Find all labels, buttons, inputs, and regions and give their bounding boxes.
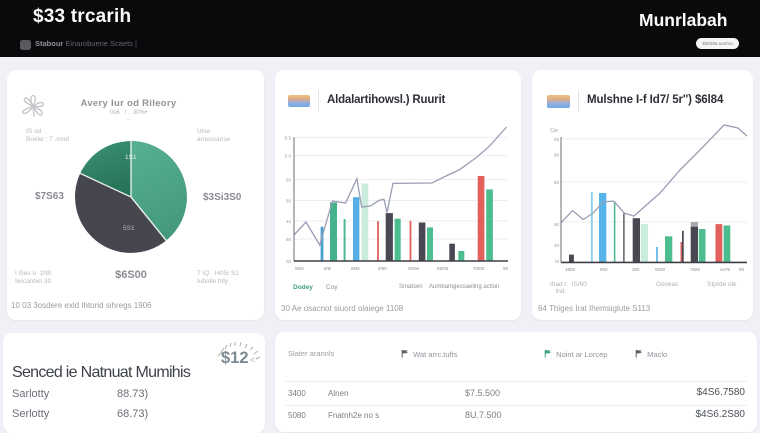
svg-text:55/00: 55/00 bbox=[437, 266, 449, 271]
svg-text:60: 60 bbox=[554, 222, 560, 227]
svg-text:60: 60 bbox=[286, 237, 292, 242]
svg-text:9/5i: 9/5i bbox=[324, 266, 331, 271]
svg-text:06: 06 bbox=[554, 137, 560, 142]
svg-text:40: 40 bbox=[286, 219, 292, 224]
svg-text:1800: 1800 bbox=[565, 267, 576, 272]
svg-text:95/6: 95/6 bbox=[295, 266, 304, 271]
svg-text:300: 300 bbox=[632, 267, 640, 272]
svg-text:80: 80 bbox=[554, 180, 560, 185]
svg-text:8M5: 8M5 bbox=[351, 266, 360, 271]
svg-text:50: 50 bbox=[286, 199, 292, 204]
svg-text:no75: no75 bbox=[720, 267, 731, 272]
svg-text:9/50: 9/50 bbox=[378, 266, 387, 271]
svg-text:70/00: 70/00 bbox=[473, 266, 485, 271]
svg-text:60: 60 bbox=[286, 178, 292, 183]
svg-text:90: 90 bbox=[739, 267, 745, 272]
svg-text:40: 40 bbox=[554, 243, 560, 248]
svg-text:M: M bbox=[555, 259, 559, 264]
svg-text:8.5: 8.5 bbox=[285, 136, 292, 141]
svg-text:90: 90 bbox=[503, 266, 509, 271]
svg-text:00/9e: 00/9e bbox=[408, 266, 420, 271]
svg-text:00: 00 bbox=[286, 259, 292, 264]
svg-text:Cor: Cor bbox=[550, 128, 558, 134]
svg-text:9200: 9200 bbox=[655, 267, 666, 272]
svg-text:900: 900 bbox=[600, 267, 608, 272]
svg-text:7560: 7560 bbox=[690, 267, 701, 272]
svg-text:5.0: 5.0 bbox=[285, 154, 292, 159]
svg-text:90: 90 bbox=[554, 153, 560, 158]
